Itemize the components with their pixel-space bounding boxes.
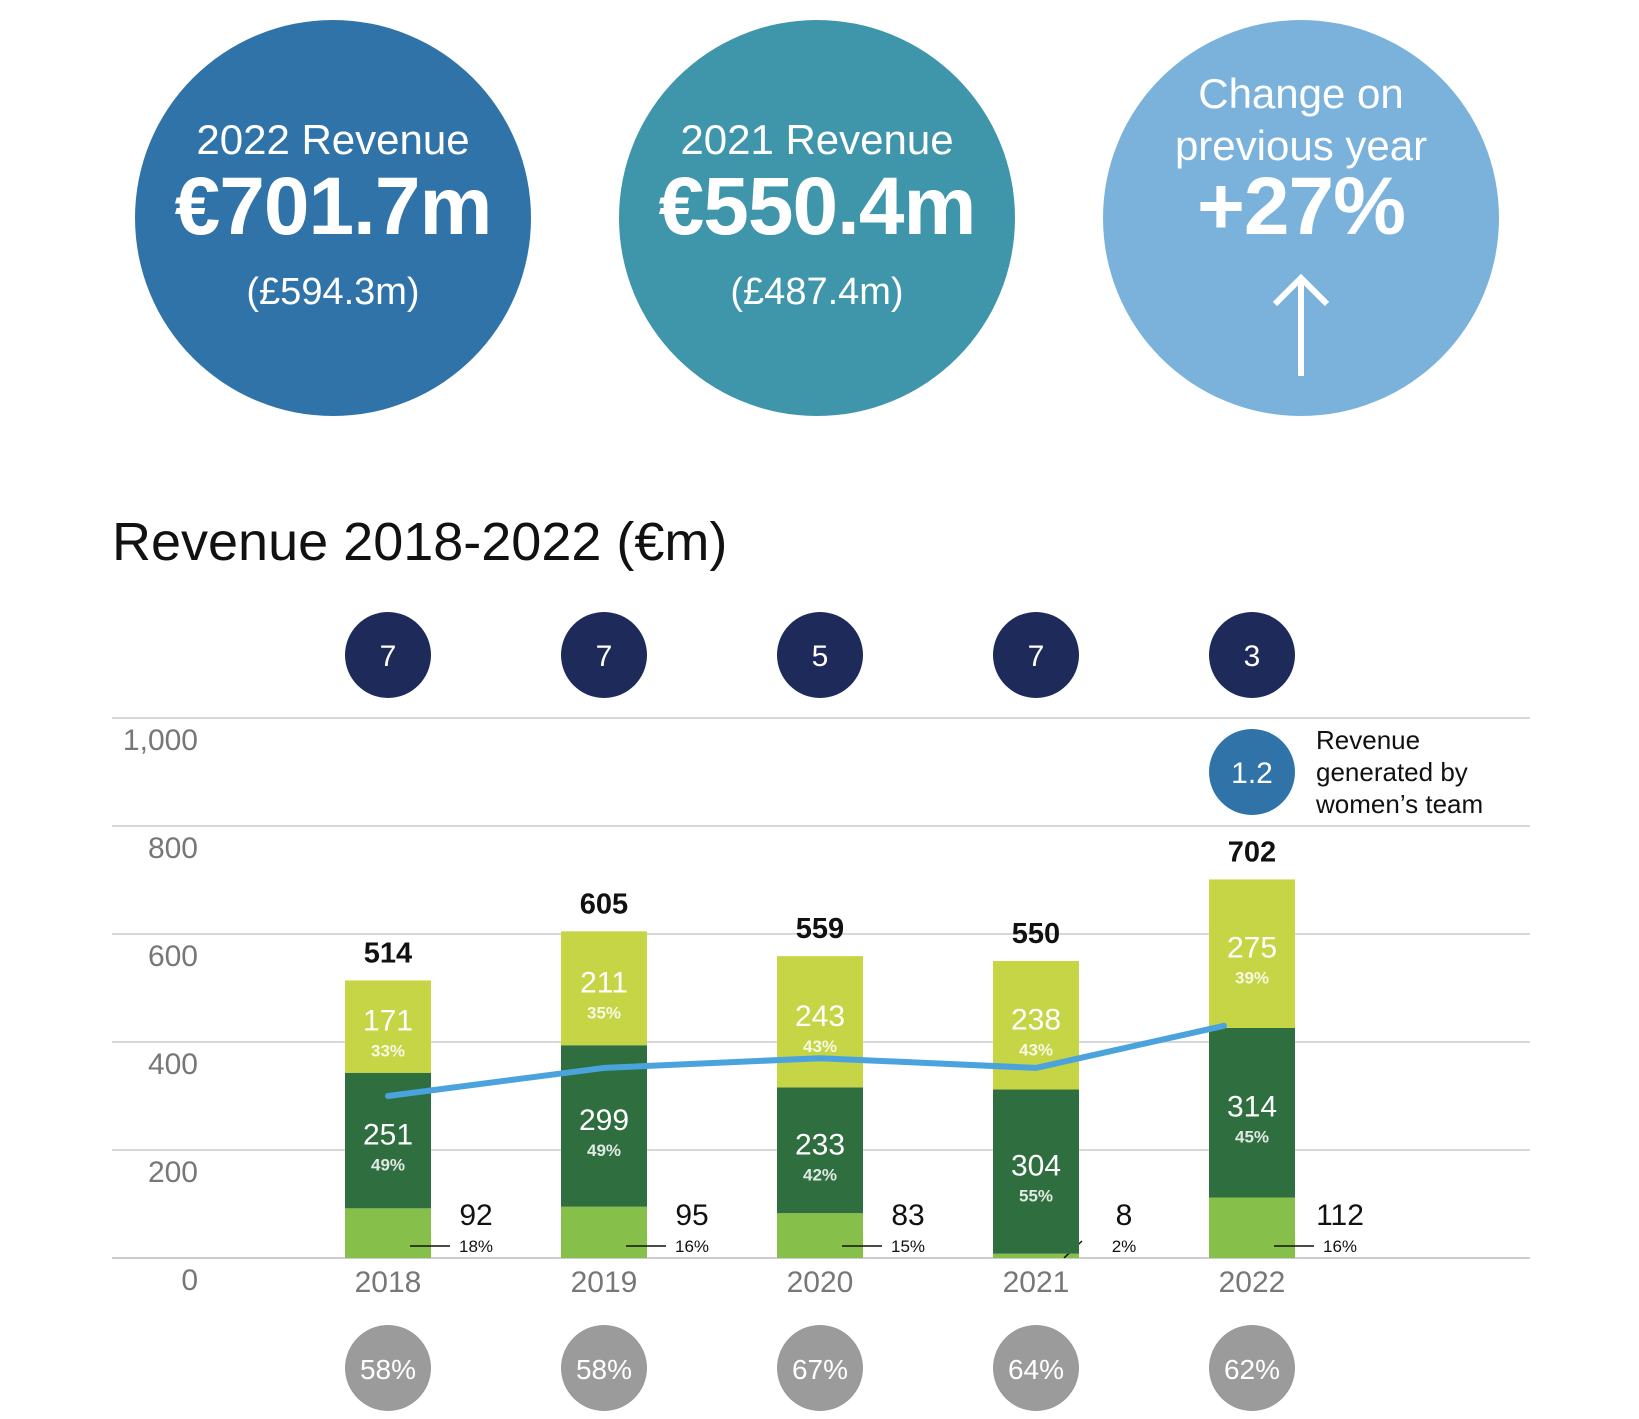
women-team-value: 1.2 (1231, 757, 1273, 790)
y-tick-label: 200 (148, 1156, 198, 1189)
top-count-bubble (561, 612, 647, 698)
y-tick-label: 1,000 (123, 724, 198, 757)
bar-value-label: 83 (891, 1199, 924, 1232)
kpi-2022-revenue: 2022 Revenue €701.7m (£594.3m) (135, 20, 531, 416)
kpi-value: €550.4m (658, 161, 977, 252)
top-count-bubble (345, 612, 431, 698)
bar-segment (777, 1087, 863, 1214)
women-team-annotation-text: Revenue (1316, 725, 1420, 755)
women-team-bubble (1209, 729, 1295, 815)
bottom-percent-bubble (777, 1325, 863, 1411)
bar-total-label: 514 (364, 937, 412, 969)
top-count-label: 7 (380, 640, 397, 673)
bar-value-label: 251 (363, 1119, 413, 1152)
bar-percent-label: 42% (803, 1165, 837, 1184)
bar-percent-label: 49% (587, 1141, 621, 1160)
bar-percent-label: 18% (459, 1237, 493, 1256)
bar-segment (777, 956, 863, 1088)
x-tick-label: 2020 (787, 1266, 854, 1299)
bottom-percent-label: 62% (1224, 1354, 1280, 1385)
bar-percent-label: 49% (371, 1156, 405, 1175)
bar-value-label: 8 (1116, 1199, 1133, 1232)
x-tick-label: 2021 (1003, 1266, 1070, 1299)
bar-percent-label: 16% (1323, 1237, 1357, 1256)
bar-segment (993, 1089, 1079, 1254)
top-count-label: 7 (1028, 640, 1045, 673)
bar-segment (345, 1208, 431, 1258)
bottom-percent-label: 64% (1008, 1354, 1064, 1385)
top-count-bubble (777, 612, 863, 698)
bottom-percent-bubble (561, 1325, 647, 1411)
kpi-2021-revenue: 2021 Revenue €550.4m (£487.4m) (619, 20, 1015, 416)
kpi-value: +27% (1196, 161, 1406, 252)
bottom-percent-bubble (1209, 1325, 1295, 1411)
bar-total-label: 702 (1228, 836, 1276, 868)
bar-percent-label: 39% (1235, 969, 1269, 988)
bar-value-label: 112 (1316, 1199, 1364, 1232)
bar-segment (777, 1213, 863, 1258)
bar-value-label: 95 (675, 1199, 708, 1232)
bar-value-label: 92 (459, 1199, 492, 1232)
top-count-bubble (993, 612, 1079, 698)
kpi-label: 2022 Revenue (196, 116, 470, 163)
bottom-percent-bubble (993, 1325, 1079, 1411)
bar-value-label: 238 (1011, 1003, 1061, 1036)
bar-value-label: 275 (1227, 932, 1277, 965)
top-count-label: 3 (1244, 640, 1261, 673)
kpi-sub-value: (£487.4m) (730, 271, 904, 313)
bar-percent-label: 2% (1112, 1237, 1137, 1256)
kpi-label: Change on previous year (1174, 70, 1428, 169)
top-count-label: 7 (596, 640, 613, 673)
kpi-change-on-previous-year: Change on previous year +27% (1103, 20, 1499, 416)
women-team-annotation-text: women’s team (1315, 789, 1483, 819)
x-tick-label: 2019 (571, 1266, 638, 1299)
top-count-bubble (1209, 612, 1295, 698)
bar-value-label: 243 (795, 1000, 845, 1033)
bar-value-label: 314 (1227, 1091, 1277, 1124)
bar-segment (561, 1206, 647, 1258)
bar-percent-label: 45% (1235, 1128, 1269, 1147)
bar-percent-label: 43% (803, 1037, 837, 1056)
bar-percent-label: 55% (1019, 1187, 1053, 1206)
bottom-percent-label: 58% (360, 1354, 416, 1385)
bar-value-label: 211 (580, 966, 628, 999)
x-tick-label: 2018 (355, 1266, 422, 1299)
bar-segment (993, 1253, 1079, 1258)
bar-value-label: 171 (363, 1005, 413, 1038)
bottom-percent-label: 58% (576, 1354, 632, 1385)
bar-segment (345, 980, 431, 1073)
kpi-value: €701.7m (174, 161, 493, 252)
bar-total-label: 559 (796, 913, 844, 945)
y-tick-label: 0 (181, 1264, 198, 1297)
trend-line (385, 1022, 1227, 1099)
bar-value-label: 233 (795, 1128, 845, 1161)
bar-segment (561, 931, 647, 1046)
x-tick-label: 2022 (1219, 1266, 1286, 1299)
bar-total-label: 605 (580, 888, 628, 920)
chart-title: Revenue 2018-2022 (€m) (112, 512, 728, 572)
bar-percent-label: 16% (675, 1237, 709, 1256)
bottom-percent-bubble (345, 1325, 431, 1411)
kpi-label: 2021 Revenue (680, 116, 954, 163)
women-team-annotation-text: generated by (1316, 757, 1468, 787)
bar-value-label: 299 (579, 1104, 629, 1137)
bar-value-label: 304 (1011, 1150, 1061, 1183)
bar-total-label: 550 (1012, 918, 1060, 950)
y-tick-label: 600 (148, 940, 198, 973)
top-count-label: 5 (812, 640, 829, 673)
y-tick-label: 800 (148, 832, 198, 865)
bar-segment (1209, 1197, 1295, 1258)
kpi-sub-value: (£594.3m) (246, 271, 420, 313)
bar-percent-label: 15% (891, 1237, 925, 1256)
bar-segment (1209, 1027, 1295, 1198)
bar-percent-label: 33% (371, 1042, 405, 1061)
bar-segment (1209, 879, 1295, 1028)
bar-percent-label: 35% (587, 1003, 621, 1022)
bottom-percent-label: 67% (792, 1354, 848, 1385)
up-arrow-icon (1272, 273, 1330, 376)
y-tick-label: 400 (148, 1048, 198, 1081)
bar-percent-label: 43% (1019, 1040, 1053, 1059)
